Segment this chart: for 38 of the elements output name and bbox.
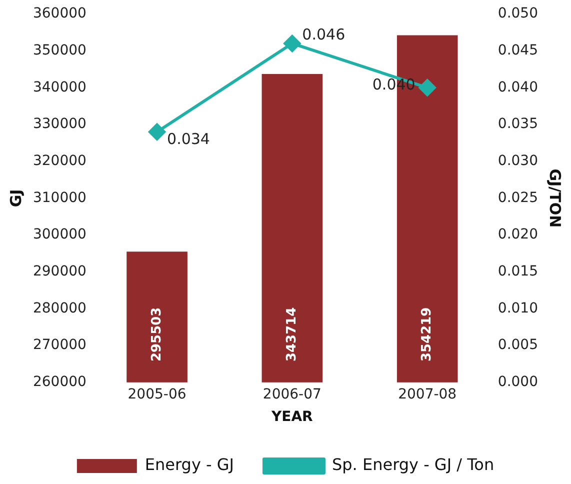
- legend-label: Energy - GJ: [144, 455, 234, 474]
- point: [284, 34, 301, 52]
- data-label: 0.034: [167, 130, 210, 148]
- y2-tick-label: 0.005: [498, 337, 538, 354]
- y2-tick-label: 0.015: [498, 264, 538, 280]
- data-label: 354219: [420, 307, 435, 362]
- y2-tick-label: 0.045: [498, 42, 538, 58]
- y2-axis-title: GJ/TON: [546, 168, 564, 228]
- point: [148, 123, 166, 140]
- x-tick-label: 2006-07: [262, 386, 322, 402]
- x-tick-label: 2007-08: [398, 386, 457, 402]
- y2-tick-label: 0.010: [498, 300, 538, 316]
- y2-tick-label: 0.025: [498, 190, 538, 206]
- data-label: 0.046: [302, 25, 346, 44]
- y-tick-label: 320000: [32, 153, 86, 169]
- y-tick-label: 270000: [32, 337, 86, 354]
- y-tick-label: 340000: [32, 79, 86, 96]
- y2-tick-label: 0.050: [498, 6, 538, 22]
- y-tick-label: 350000: [32, 42, 86, 58]
- y2-tick-label: 0.030: [498, 153, 538, 169]
- y2-tick-label: 0.040: [498, 79, 538, 96]
- y-tick-label: 280000: [32, 300, 86, 316]
- y-tick-label: 360000: [32, 6, 86, 22]
- x-tick-label: 2005-06: [128, 386, 186, 402]
- data-label: 295503: [149, 307, 164, 362]
- y-tick-label: 330000: [32, 116, 86, 132]
- y-tick-label: 290000: [32, 264, 86, 280]
- y-tick-label: 260000: [32, 374, 86, 390]
- y2-tick-label: 0.000: [498, 374, 538, 390]
- data-label: 343714: [284, 307, 300, 362]
- y-axis-title: GJ: [6, 189, 25, 208]
- y2-tick-label: 0.020: [498, 226, 538, 243]
- y-tick-label: 310000: [32, 190, 86, 206]
- point: [418, 79, 436, 96]
- y2-tick-label: 0.035: [498, 116, 538, 132]
- x-axis-title: YEAR: [270, 409, 314, 426]
- legend-label: Sp. Energy - GJ / Ton: [332, 455, 494, 474]
- y-tick-label: 300000: [32, 226, 86, 243]
